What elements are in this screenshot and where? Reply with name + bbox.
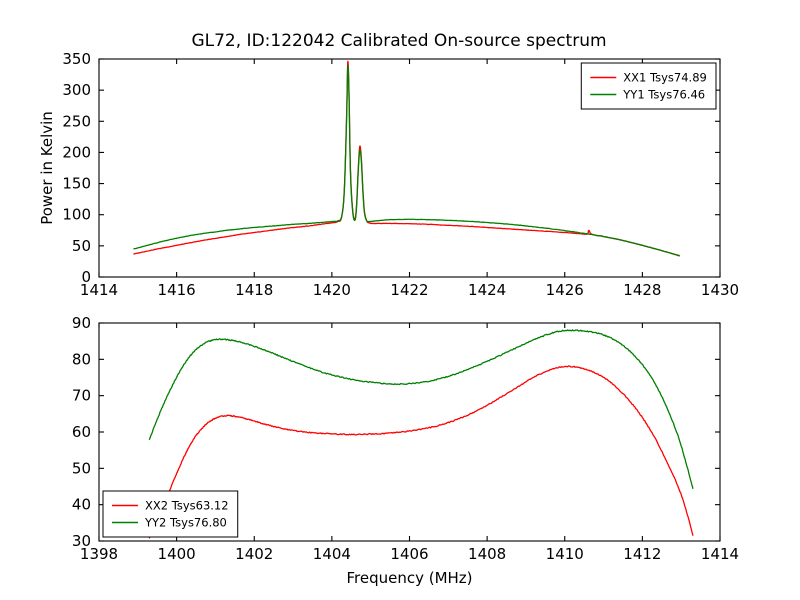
y-tick-label: 100 — [62, 206, 91, 224]
x-tick-label: 1414 — [701, 545, 739, 563]
x-axis-label: Frequency (MHz) — [346, 569, 472, 587]
x-tick-label: 1426 — [546, 281, 584, 299]
data-curves — [148, 329, 694, 539]
y-tick-label: 40 — [72, 496, 91, 514]
y-tick-label: 50 — [72, 459, 91, 477]
x-tick-label: 1408 — [468, 545, 506, 563]
x-tick-label: 1412 — [623, 545, 661, 563]
curve-yy2 — [148, 329, 694, 489]
y-tick-label: 60 — [72, 423, 91, 441]
x-tick-label: 1406 — [390, 545, 428, 563]
x-tick-label: 1414 — [80, 281, 118, 299]
y-axis-label: Power in Kelvin — [38, 111, 56, 225]
x-tick-label: 1420 — [313, 281, 351, 299]
legend-label: YY2 Tsys76.80 — [144, 516, 227, 530]
bottom-panel: 1398 1400 1402 1404 1406 1408 1410 1412 1414 30 40… — [72, 314, 739, 587]
legend-bottom: XX2 Tsys63.12 YY2 Tsys76.80 — [102, 490, 239, 538]
x-tick-label: 1418 — [235, 281, 273, 299]
legend-top: XX1 Tsys74.89 YY1 Tsys76.46 — [580, 62, 717, 110]
y-tick-label: 350 — [62, 50, 91, 68]
y-tick-label: 150 — [62, 175, 91, 193]
curve-xx2 — [148, 365, 694, 539]
x-tick-label: 1400 — [158, 545, 196, 563]
x-tick-label: 1422 — [390, 281, 428, 299]
x-tick-label: 1428 — [623, 281, 661, 299]
y-tick-label: 80 — [72, 350, 91, 368]
x-tick-label: 1416 — [158, 281, 196, 299]
y-tick-label: 250 — [62, 112, 91, 130]
x-tick-label: 1424 — [468, 281, 506, 299]
y-tick-label: 300 — [62, 81, 91, 99]
x-tick-label: 1410 — [546, 545, 584, 563]
y-tick-label: 90 — [72, 314, 91, 332]
y-tick-label: 0 — [81, 268, 91, 286]
y-tick-label: 50 — [72, 237, 91, 255]
x-tick-label: 1430 — [701, 281, 739, 299]
x-tick-label: 1398 — [80, 545, 118, 563]
y-tick-label: 30 — [72, 532, 91, 550]
legend-box — [102, 490, 239, 538]
x-tick-label: 1404 — [313, 545, 351, 563]
top-panel: 1414 1416 1418 1420 1422 1424 1426 1428 1430 0 50 1… — [38, 50, 739, 299]
page-title: GL72, ID:122042 Calibrated On-source spe… — [191, 31, 606, 51]
curve-yy1 — [133, 64, 680, 257]
y-tick-label: 70 — [72, 387, 91, 405]
y-tick-label: 200 — [62, 143, 91, 161]
x-tick-label: 1402 — [235, 545, 273, 563]
legend-label: XX2 Tsys63.12 — [145, 499, 229, 513]
data-curves — [133, 60, 680, 257]
legend-label: XX1 Tsys74.89 — [623, 71, 707, 85]
legend-box — [580, 62, 717, 110]
legend-label: YY1 Tsys76.46 — [622, 88, 705, 102]
